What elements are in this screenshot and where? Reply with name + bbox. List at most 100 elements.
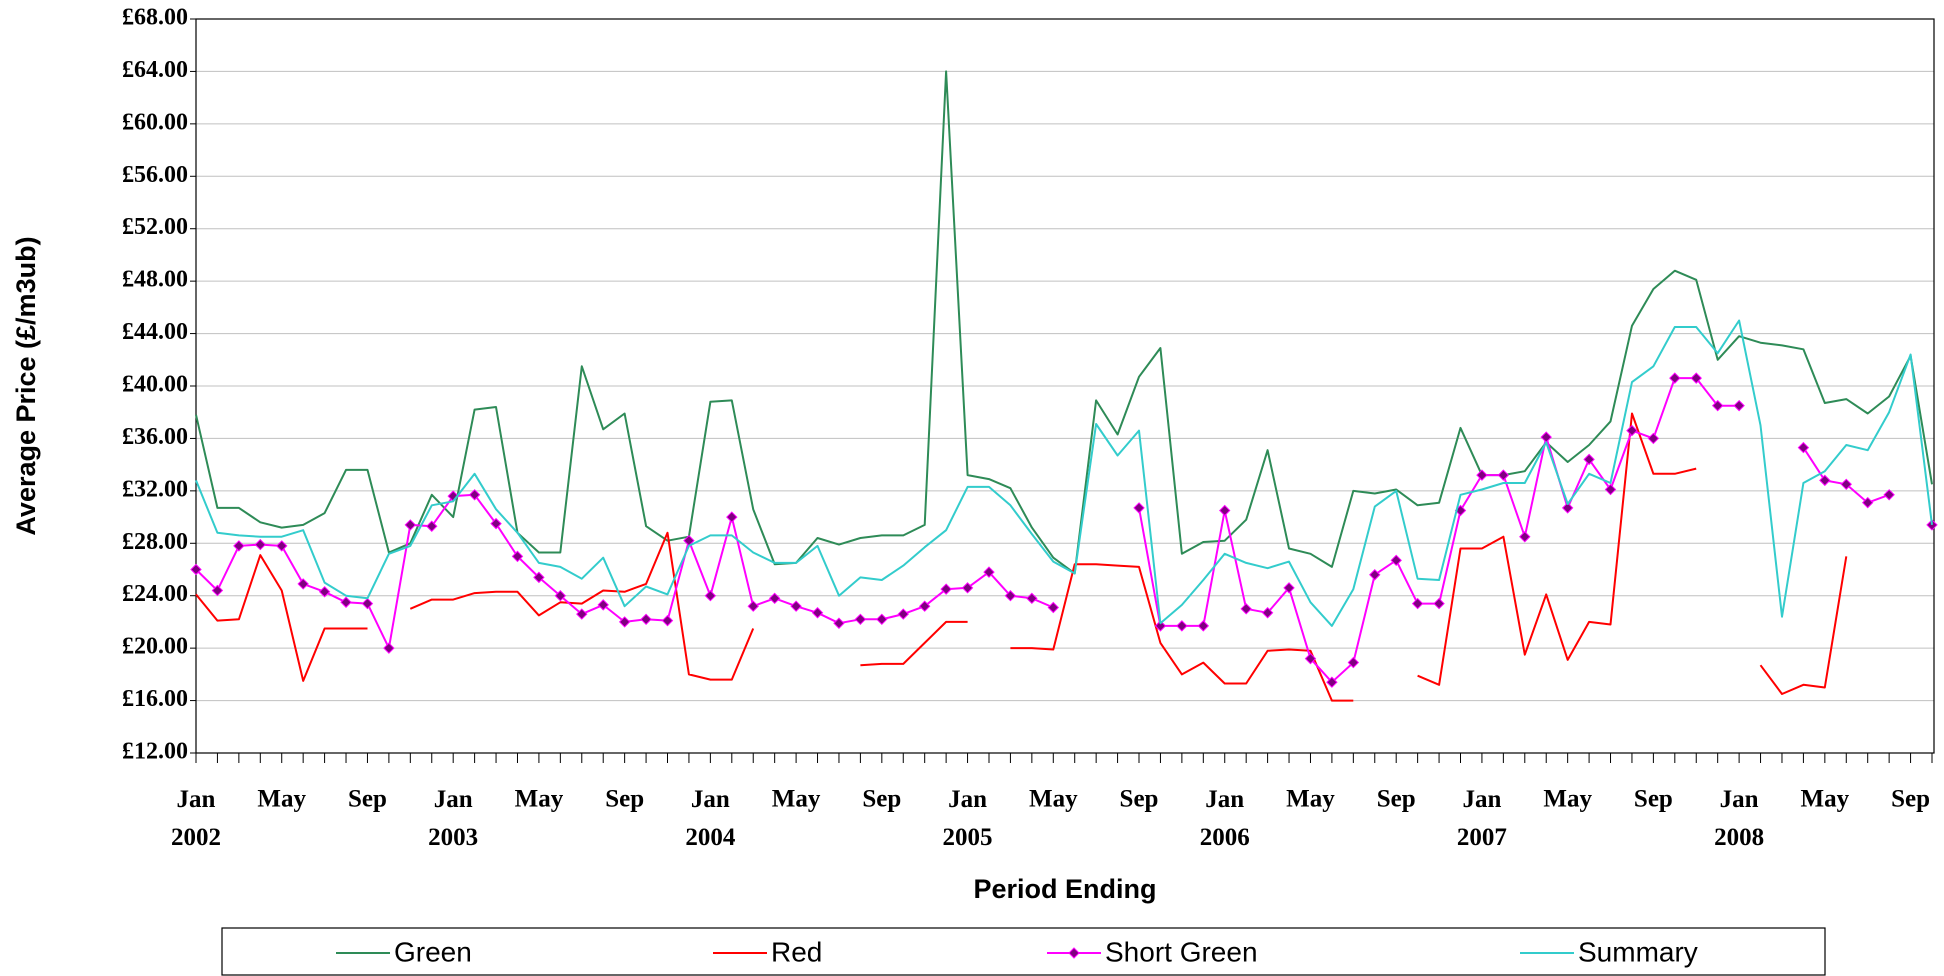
marker	[1840, 478, 1852, 491]
marker	[661, 614, 674, 627]
marker	[1583, 453, 1595, 466]
marker	[361, 597, 374, 610]
x-tick-label: Jan 2002	[171, 786, 221, 851]
y-tick-label: £16.00	[122, 686, 188, 712]
x-tick-label: Sep	[1120, 786, 1159, 813]
x-tick-label: May	[1801, 786, 1850, 813]
marker	[383, 642, 395, 654]
marker	[340, 596, 352, 608]
x-tick-label: Sep	[862, 786, 901, 813]
marker	[854, 613, 867, 626]
series-line	[195, 319, 1933, 627]
marker	[1004, 590, 1017, 602]
x-tick-label: Jan 2007	[1457, 786, 1507, 851]
marker	[1176, 620, 1188, 632]
marker	[511, 550, 524, 563]
marker	[1883, 489, 1895, 501]
marker	[1411, 597, 1424, 610]
x-tick-label: Sep	[1634, 786, 1673, 813]
marker	[1433, 597, 1445, 610]
y-tick-label: £56.00	[122, 162, 188, 188]
x-tick-label: Sep	[1377, 786, 1416, 813]
marker	[897, 608, 909, 620]
y-tick-label: £48.00	[122, 267, 188, 293]
marker	[1733, 399, 1745, 412]
marker	[1326, 676, 1338, 688]
marker	[1926, 519, 1938, 531]
marker	[1819, 474, 1831, 487]
x-tick-label: May	[1029, 786, 1078, 813]
marker	[640, 613, 652, 626]
y-tick-label: £68.00	[122, 5, 188, 31]
y-tick-label: £36.00	[122, 424, 188, 450]
marker	[1519, 531, 1531, 543]
marker	[1369, 569, 1381, 581]
marker	[1647, 432, 1660, 445]
marker	[1561, 502, 1574, 514]
x-tick-label: Jan 2006	[1200, 786, 1250, 851]
marker	[1304, 652, 1317, 665]
legend-label: Red	[771, 936, 822, 967]
marker	[918, 600, 931, 612]
marker	[318, 586, 331, 598]
marker	[876, 613, 888, 626]
x-tick-label: May	[1286, 786, 1335, 813]
marker	[1861, 496, 1874, 509]
marker	[983, 566, 995, 578]
marker	[1026, 592, 1038, 605]
x-tick-label: Jan 2008	[1714, 786, 1764, 851]
x-tick-label: Jan 2003	[428, 786, 478, 851]
marker	[254, 538, 267, 551]
y-tick-label: £12.00	[122, 739, 188, 765]
x-tick-label: Jan 2004	[685, 786, 736, 851]
marker	[811, 607, 824, 619]
marker	[1219, 504, 1231, 517]
y-tick-label: £60.00	[122, 109, 188, 135]
marker	[233, 540, 245, 552]
marker	[468, 489, 481, 501]
marker	[533, 571, 545, 584]
marker	[276, 540, 288, 552]
marker	[554, 590, 567, 602]
y-axis-title: Average Price (£/m3ub)	[11, 236, 41, 535]
legend-label: Green	[394, 936, 472, 967]
x-tick-label: May	[772, 786, 821, 813]
y-tick-label: £28.00	[122, 529, 188, 555]
x-axis-title: Period Ending	[973, 874, 1156, 904]
marker	[1154, 620, 1167, 632]
series-line	[195, 412, 1848, 702]
y-tick-label: £24.00	[122, 581, 188, 607]
x-tick-label: Sep	[1891, 786, 1930, 813]
marker	[1540, 431, 1552, 443]
marker	[1197, 620, 1210, 632]
plot-border	[195, 18, 1935, 754]
marker	[297, 578, 309, 590]
marker	[576, 608, 588, 620]
marker	[1711, 399, 1724, 412]
marker	[1690, 372, 1702, 384]
marker	[597, 599, 609, 611]
y-tick-label: £40.00	[122, 372, 188, 398]
marker	[833, 617, 845, 629]
legend-label: Summary	[1578, 936, 1698, 967]
x-tick-label: May	[515, 786, 564, 813]
marker	[1497, 469, 1510, 481]
x-tick-label: May	[257, 786, 306, 813]
marker	[490, 517, 502, 530]
legend-box	[221, 927, 1826, 976]
marker	[1476, 469, 1488, 481]
marker	[768, 592, 781, 605]
y-tick-label: £64.00	[122, 57, 188, 83]
legend-label: Short Green	[1105, 936, 1258, 967]
marker	[747, 600, 759, 612]
marker	[1347, 656, 1360, 669]
marker	[961, 582, 974, 594]
x-tick-label: Sep	[605, 786, 644, 813]
marker	[790, 600, 802, 612]
marker	[1390, 554, 1402, 567]
marker	[190, 563, 202, 576]
series-line	[196, 378, 1932, 682]
legend-marker	[1068, 947, 1080, 959]
marker	[426, 520, 438, 532]
